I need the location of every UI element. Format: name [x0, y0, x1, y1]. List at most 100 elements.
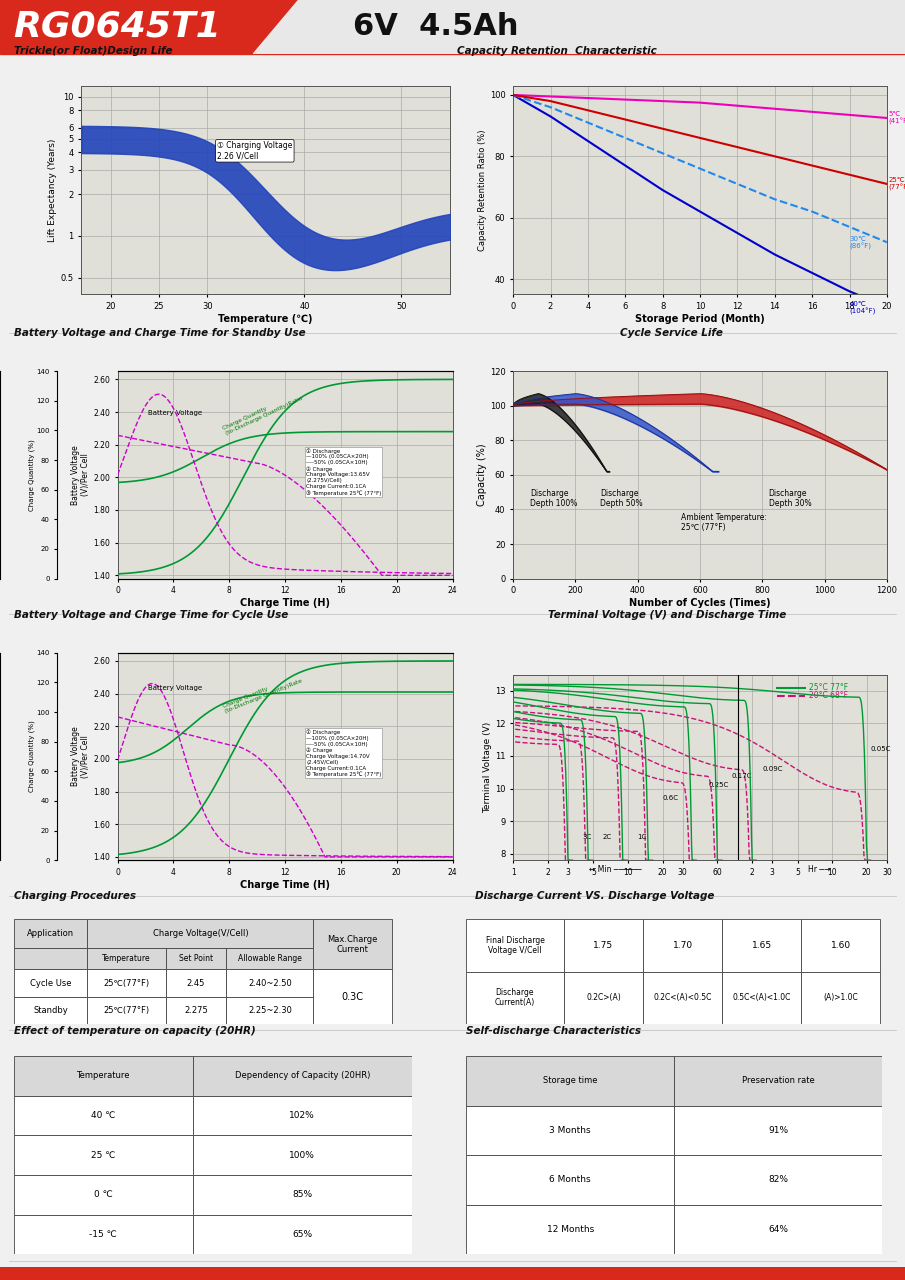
Text: Charge Quantity
(to-Discharge Quantity)Ratio: Charge Quantity (to-Discharge Quantity)R… [223, 390, 303, 436]
Text: 25℃
(77°F): 25℃ (77°F) [889, 177, 905, 191]
Text: 0.2C<(A)<0.5C: 0.2C<(A)<0.5C [653, 993, 711, 1002]
Text: 1C: 1C [637, 835, 646, 841]
X-axis label: Temperature (℃): Temperature (℃) [218, 314, 313, 324]
Text: 2.40~2.50: 2.40~2.50 [248, 979, 291, 988]
Text: 1.60: 1.60 [831, 941, 851, 950]
Text: 40 ℃: 40 ℃ [91, 1111, 115, 1120]
Y-axis label: Charge Quantity (%): Charge Quantity (%) [28, 439, 35, 511]
Bar [88, 997, 166, 1024]
Bar [722, 919, 801, 972]
Text: Final Discharge
Voltage V/Cell: Final Discharge Voltage V/Cell [486, 936, 545, 955]
Text: 1.65: 1.65 [751, 941, 772, 950]
Bar [166, 997, 226, 1024]
Text: Temperature: Temperature [102, 955, 151, 964]
Text: 1.70: 1.70 [672, 941, 692, 950]
Bar [801, 919, 881, 972]
Bar [14, 1135, 193, 1175]
Bar [466, 1204, 674, 1254]
Text: Self-discharge Characteristics: Self-discharge Characteristics [466, 1025, 641, 1036]
Bar [14, 948, 88, 969]
X-axis label: Charge Time (H): Charge Time (H) [240, 879, 330, 890]
Bar [466, 1106, 674, 1155]
Text: Allowable Range: Allowable Range [238, 955, 301, 964]
Text: 2.275: 2.275 [184, 1006, 208, 1015]
Text: 0.2C>(A): 0.2C>(A) [586, 993, 621, 1002]
Text: Set Point: Set Point [179, 955, 213, 964]
Text: -15 ℃: -15 ℃ [90, 1230, 117, 1239]
Text: 6 Months: 6 Months [549, 1175, 591, 1184]
X-axis label: Charge Time (H): Charge Time (H) [240, 598, 330, 608]
X-axis label: Storage Period (Month): Storage Period (Month) [635, 314, 765, 324]
Text: 0.6C: 0.6C [662, 795, 679, 801]
Text: 30℃
(86°F): 30℃ (86°F) [850, 236, 872, 251]
Text: Trickle(or Float)Design Life: Trickle(or Float)Design Life [14, 46, 172, 56]
Bar [674, 1106, 882, 1155]
Text: 25℃(77°F): 25℃(77°F) [103, 1006, 149, 1015]
Text: Standby: Standby [33, 1006, 68, 1015]
Text: Temperature: Temperature [76, 1071, 130, 1080]
Bar [674, 1056, 882, 1106]
Bar [193, 1135, 412, 1175]
Text: Battery Voltage and Charge Time for Standby Use: Battery Voltage and Charge Time for Stan… [14, 328, 305, 338]
Text: 65%: 65% [292, 1230, 312, 1239]
Bar [674, 1155, 882, 1204]
Bar [643, 919, 722, 972]
Text: Storage time: Storage time [543, 1076, 597, 1085]
Text: Charge Voltage(V/Cell): Charge Voltage(V/Cell) [153, 929, 248, 938]
Text: 64%: 64% [768, 1225, 788, 1234]
Y-axis label: Battery Voltage
(V)/Per Cell: Battery Voltage (V)/Per Cell [71, 445, 90, 504]
Bar [193, 1056, 412, 1096]
Text: Ambient Temperature:
25℃ (77°F): Ambient Temperature: 25℃ (77°F) [681, 513, 767, 532]
Bar [14, 1175, 193, 1215]
Bar [166, 948, 226, 969]
Text: ← Min ──────: ← Min ────── [589, 865, 642, 874]
Bar [313, 969, 392, 1024]
Text: 1.75: 1.75 [594, 941, 614, 950]
Text: Discharge
Depth 30%: Discharge Depth 30% [768, 489, 811, 508]
Bar [14, 997, 88, 1024]
Bar [466, 1056, 674, 1106]
Text: Terminal Voltage (V) and Discharge Time: Terminal Voltage (V) and Discharge Time [548, 609, 786, 620]
Text: ① Discharge
—100% (0.05CA×20H)
----50% (0.05CA×10H)
② Charge
Charge Voltage:13.6: ① Discharge —100% (0.05CA×20H) ----50% (… [306, 448, 381, 495]
Text: Cycle Use: Cycle Use [30, 979, 71, 988]
Text: 91%: 91% [768, 1126, 788, 1135]
Text: Cycle Service Life: Cycle Service Life [620, 328, 723, 338]
Bar [564, 919, 643, 972]
Text: Dependency of Capacity (20HR): Dependency of Capacity (20HR) [234, 1071, 370, 1080]
Bar [14, 1056, 193, 1096]
Bar [88, 969, 166, 997]
X-axis label: Number of Cycles (Times): Number of Cycles (Times) [629, 598, 771, 608]
Text: 25°C 77°F: 25°C 77°F [809, 684, 849, 692]
Text: ① Charging Voltage
2.26 V/Cell: ① Charging Voltage 2.26 V/Cell [217, 141, 292, 160]
Y-axis label: Battery Voltage
(V)/Per Cell: Battery Voltage (V)/Per Cell [71, 727, 90, 786]
Text: 0.05C: 0.05C [871, 746, 891, 753]
Text: 25 ℃: 25 ℃ [91, 1151, 115, 1160]
Text: RG0645T1: RG0645T1 [14, 10, 222, 44]
Bar [88, 919, 313, 948]
Text: Discharge
Depth 50%: Discharge Depth 50% [600, 489, 643, 508]
Bar [226, 948, 313, 969]
Text: 0.3C: 0.3C [341, 992, 364, 1002]
Bar [722, 972, 801, 1024]
Bar [313, 919, 392, 969]
Text: 2.45: 2.45 [186, 979, 205, 988]
Y-axis label: Terminal Voltage (V): Terminal Voltage (V) [483, 722, 492, 813]
Text: Charge Quantity
(to-Discharge Quantity)Rate: Charge Quantity (to-Discharge Quantity)R… [223, 673, 303, 714]
Bar [466, 919, 564, 972]
Text: 5℃
(41°F): 5℃ (41°F) [889, 111, 905, 125]
Polygon shape [253, 0, 905, 54]
Text: Discharge
Current(A): Discharge Current(A) [495, 988, 535, 1007]
Bar [226, 969, 313, 997]
Text: ① Discharge
—100% (0.05CA×20H)
----50% (0.05CA×10H)
② Charge
Charge Voltage:14.7: ① Discharge —100% (0.05CA×20H) ----50% (… [306, 730, 381, 777]
Bar [193, 1096, 412, 1135]
Text: 0.17C: 0.17C [731, 773, 752, 778]
Text: Application: Application [27, 929, 74, 938]
Bar [466, 1155, 674, 1204]
Text: 2.25~2.30: 2.25~2.30 [248, 1006, 291, 1015]
Y-axis label: Charge Quantity (%): Charge Quantity (%) [28, 721, 35, 792]
Text: 12 Months: 12 Months [547, 1225, 594, 1234]
Bar [193, 1215, 412, 1254]
Bar [674, 1204, 882, 1254]
Bar [801, 972, 881, 1024]
Bar [14, 919, 88, 948]
